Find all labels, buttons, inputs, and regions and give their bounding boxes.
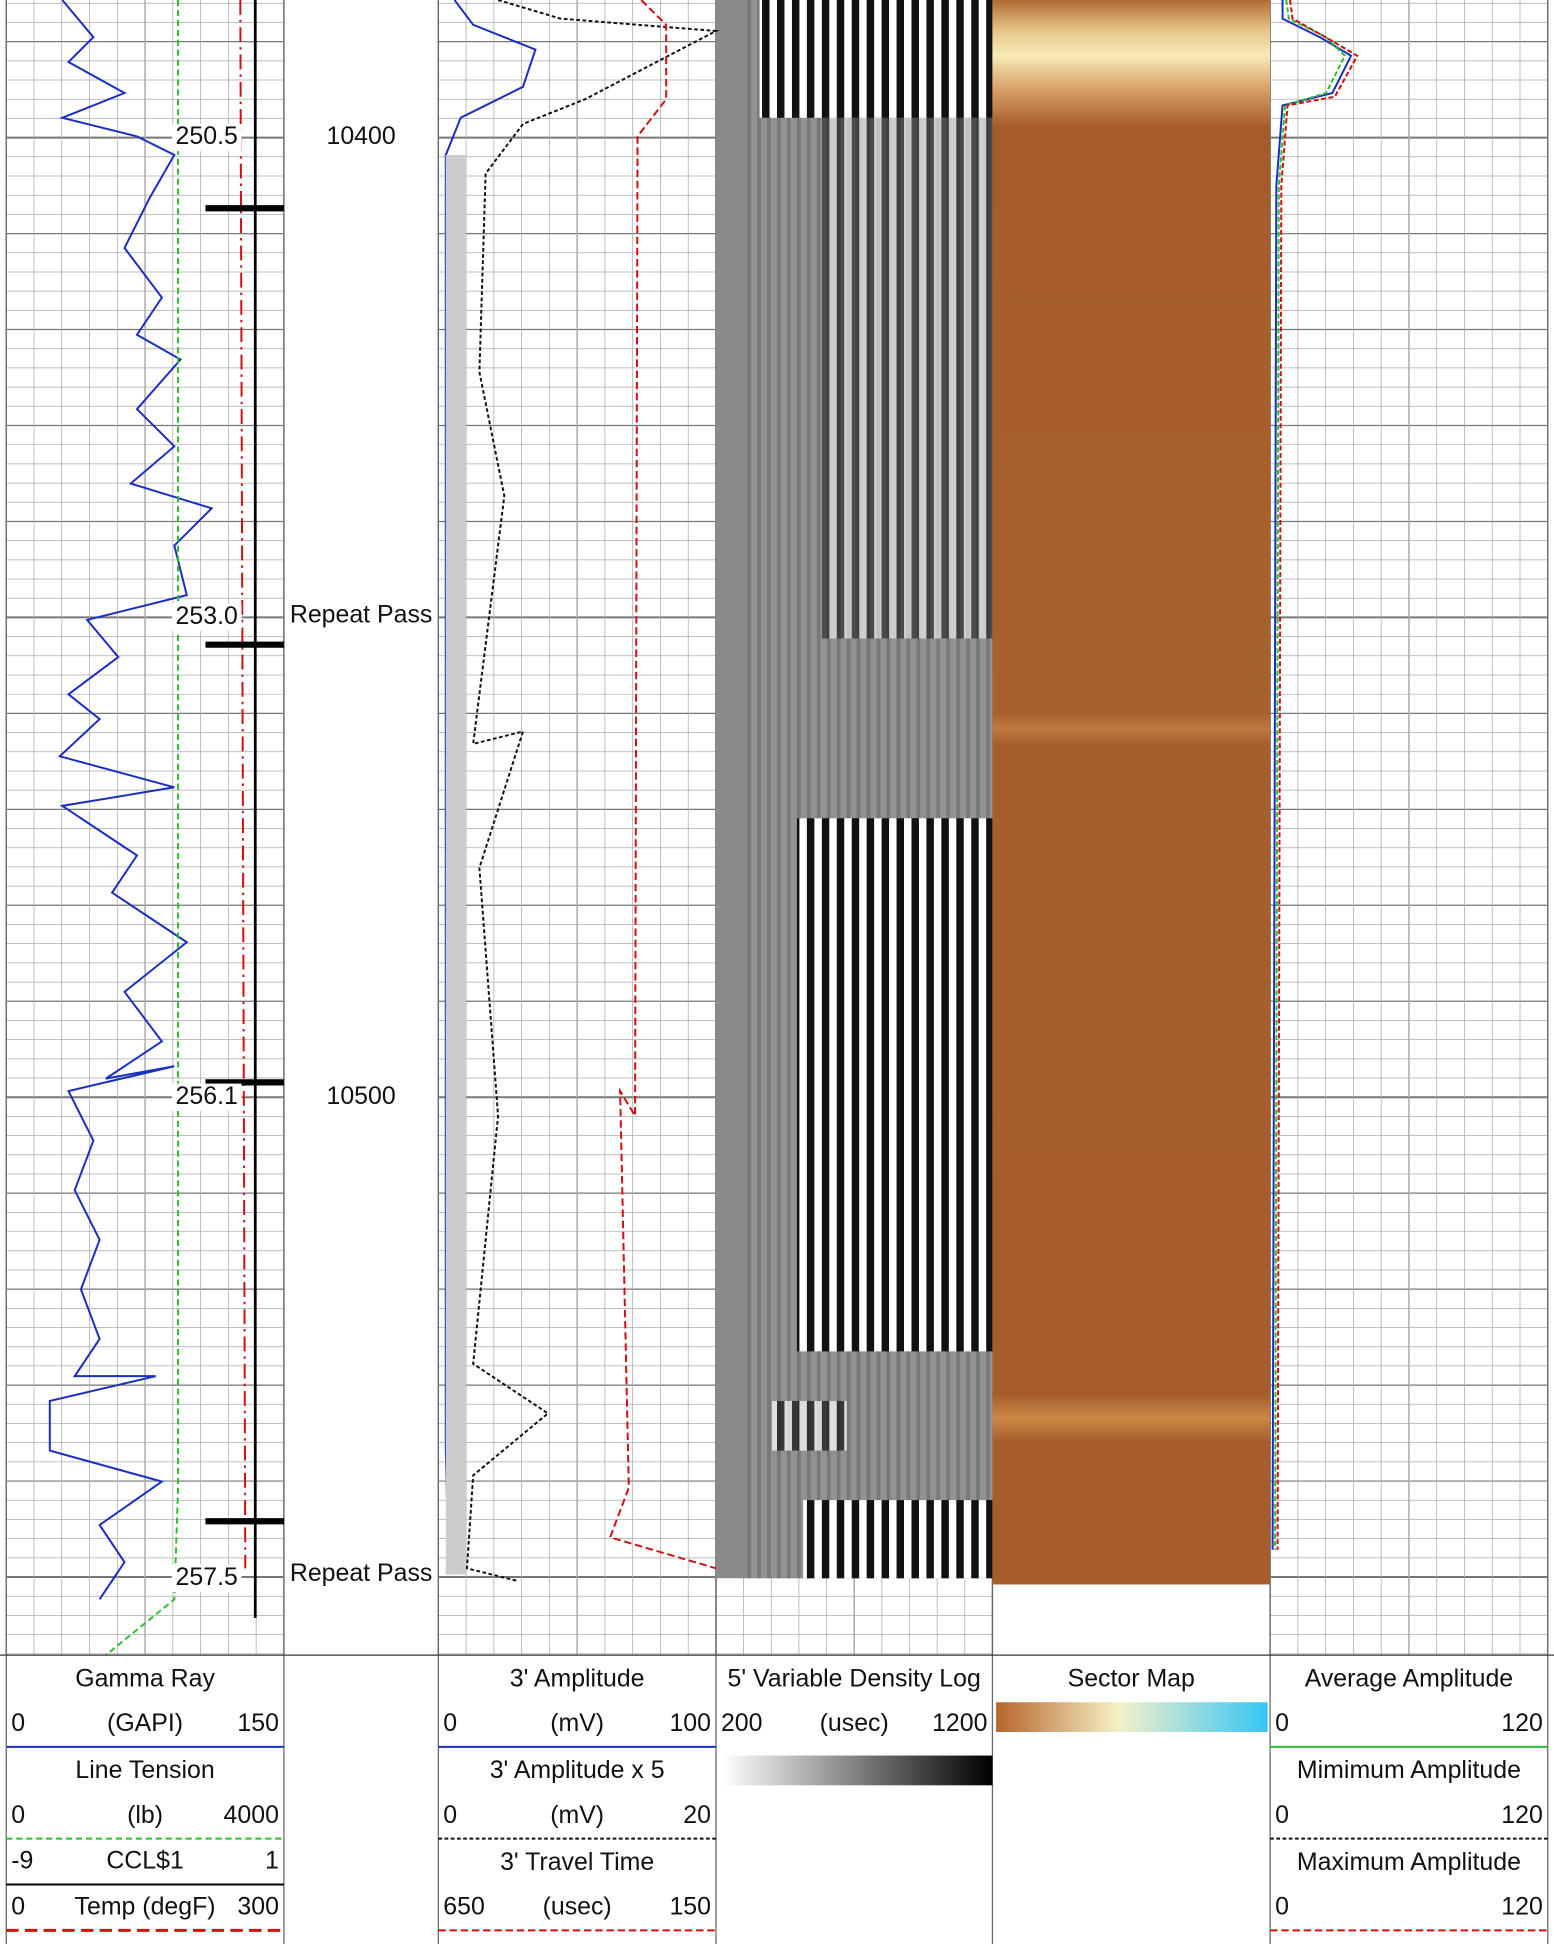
vdl-image [715,0,993,1579]
scale-left: 0 [443,1710,457,1737]
legend-title: Sector Map [1068,1666,1195,1693]
scale-right: 120 [1501,1710,1543,1737]
tension-label: 253.0 [176,603,238,630]
scale-left: 0 [1275,1802,1289,1829]
scale-left: 0 [443,1802,457,1829]
legend-title: 3' Travel Time [500,1849,654,1876]
scale-right: 150 [237,1710,279,1737]
curves [48,0,1359,1656]
scale-left: 0 [1275,1710,1289,1737]
legend-title: Maximum Amplitude [1297,1849,1521,1876]
legend-title: 5' Variable Density Log [728,1666,981,1693]
scale-unit: (usec) [543,1894,612,1921]
scale-right: 1200 [932,1710,987,1737]
legend-title: Line Tension [75,1757,214,1784]
depth-label: 10500 [327,1083,396,1110]
scale-right: 300 [237,1894,279,1921]
scale-left: -9 [11,1848,33,1875]
depth-label: 10400 [327,123,396,150]
scale-unit: Temp (degF) [75,1894,216,1921]
scale-right: 20 [683,1802,711,1829]
scale-right: 150 [669,1894,711,1921]
scale-left: 0 [11,1710,25,1737]
legend-title: 3' Amplitude [510,1666,645,1693]
tension-label: 250.5 [176,123,238,150]
legend-title: Average Amplitude [1305,1666,1513,1693]
scale-right: 4000 [224,1802,279,1829]
scale-unit: (GAPI) [107,1710,183,1737]
scale-unit: (mV) [550,1710,604,1737]
depth-labels: 10400 10500 Repeat Pass Repeat Pass [290,123,432,1587]
scale-left: 0 [11,1894,25,1921]
scale-right: 120 [1501,1894,1543,1921]
tension-labels: 250.5 253.0 256.1 257.5 [171,123,242,1592]
annotation: Repeat Pass [290,602,432,629]
annotation: Repeat Pass [290,1560,432,1587]
scale-left: 0 [1275,1894,1289,1921]
scale-unit: (usec) [820,1710,889,1737]
scale-right: 1 [265,1848,279,1875]
scale-left: 0 [11,1802,25,1829]
scale-left: 200 [721,1710,763,1737]
sector-map-image [992,0,1271,1585]
scale-left: 650 [443,1894,485,1921]
legend-title: 3' Amplitude x 5 [490,1757,665,1784]
scale-right: 100 [669,1710,711,1737]
tension-label: 257.5 [176,1564,238,1591]
legend-title: Gamma Ray [75,1666,215,1693]
scale-unit: (mV) [550,1802,604,1829]
legend-title: Mimimum Amplitude [1297,1757,1521,1784]
scale-unit: CCL$1 [106,1848,183,1875]
tension-label: 256.1 [176,1083,238,1110]
scale-unit: (lb) [127,1802,163,1829]
legend: Gamma Ray 0 (GAPI) 150 Line Tension 0 (lb) 4000… [0,1654,1554,1932]
scale-right: 120 [1501,1802,1543,1829]
